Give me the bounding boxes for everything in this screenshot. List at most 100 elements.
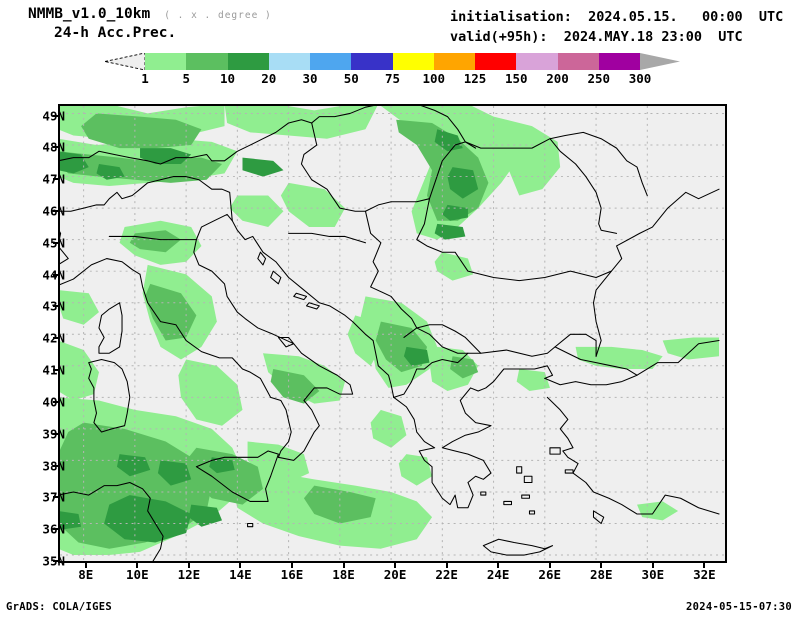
legend-label-100: 100 [422, 71, 446, 86]
footer-producer: GrADS: COLA/IGES [6, 601, 112, 613]
legend-label-1: 1 [141, 71, 149, 86]
legend-cell-100 [433, 53, 475, 70]
y-axis-tick [53, 273, 58, 276]
grid-resolution-note: ( . x . degree ) [164, 10, 272, 21]
precip-band-5 [81, 113, 202, 149]
legend-cell-1 [145, 53, 187, 70]
x-axis-tick [703, 563, 706, 568]
field-name: 24-h Acc.Prec. [54, 25, 177, 41]
legend-cell-30 [310, 53, 352, 70]
precip-band-1 [229, 195, 284, 228]
x-axis-tick [187, 563, 190, 568]
x-axis-tick [600, 563, 603, 568]
colorbar-legend: 1 5 10 20 30 50 75 100 125 150 200 250 300 [105, 53, 695, 87]
precip-band-10 [242, 157, 284, 177]
x-axis-label-24E: 24E [486, 567, 510, 582]
legend-label-150: 150 [504, 71, 528, 86]
legend-label-10: 10 [219, 71, 236, 86]
precip-band-5 [450, 356, 479, 379]
y-axis-tick [53, 146, 58, 149]
precip-band-10 [434, 129, 463, 152]
y-axis-tick [53, 528, 58, 531]
precip-band-1 [178, 359, 243, 426]
precip-band-10 [96, 163, 125, 180]
precip-band-1 [60, 290, 99, 325]
y-axis-tick [53, 305, 58, 308]
precip-band-5 [186, 447, 263, 505]
legend-overflow-arrow [640, 53, 680, 70]
x-axis-label-20E: 20E [383, 567, 407, 582]
x-axis-tick [394, 563, 397, 568]
precip-band-1 [60, 341, 99, 401]
legend-label-50: 50 [343, 71, 359, 86]
x-axis-label-22E: 22E [435, 567, 458, 582]
precip-band-5 [145, 283, 197, 341]
x-axis-label-12E: 12E [177, 567, 201, 582]
valid-time: valid(+95h): 2024.MAY.18 23:00 UTC [450, 29, 743, 45]
footer-timestamp: 2024-05-15-07:30 [686, 601, 792, 613]
y-axis-tick [53, 210, 58, 212]
x-axis-tick [290, 563, 293, 568]
y-axis-tick [53, 241, 58, 244]
precip-band-1 [347, 315, 381, 366]
legend-label-125: 125 [463, 71, 487, 86]
map-plot-area[interactable] [58, 104, 727, 563]
precip-band-10 [447, 167, 479, 199]
precip-band-1 [247, 441, 310, 483]
x-axis-label-18E: 18E [332, 567, 355, 582]
y-axis-tick [53, 337, 58, 340]
legend-cell-75 [392, 53, 434, 70]
precip-band-1 [224, 106, 378, 139]
x-axis-label-32E: 32E [693, 567, 716, 582]
legend-cell-250 [598, 53, 640, 70]
precip-band-1 [398, 454, 433, 486]
x-axis-label-26E: 26E [538, 567, 562, 582]
legend-cell-125 [475, 53, 517, 70]
precip-band-1 [434, 252, 474, 281]
precip-band-10 [403, 346, 430, 366]
legend-label-20: 20 [261, 71, 277, 86]
x-axis-tick [342, 563, 345, 568]
precip-band-10 [434, 223, 466, 240]
x-axis-tick [239, 563, 242, 568]
x-axis-label-16E: 16E [280, 567, 304, 582]
x-axis-tick [497, 563, 500, 568]
precip-band-5 [129, 230, 181, 253]
x-axis-label-10E: 10E [126, 567, 149, 582]
lat-lon-gridlines [60, 106, 725, 561]
model-name: NMMB_v1.0_10km [28, 6, 151, 22]
y-axis-tick [53, 464, 58, 467]
header-right: initialisation: 2024.05.15. 00:00 UTC va… [450, 7, 783, 47]
y-axis-tick [53, 432, 58, 435]
precip-band-10 [188, 504, 223, 527]
legend-tick-labels: 1 5 10 20 30 50 75 100 125 150 200 250 300 [105, 71, 695, 87]
legend-label-300: 300 [628, 71, 652, 86]
legend-label-200: 200 [546, 71, 569, 86]
x-axis-tick [548, 563, 551, 568]
legend-cell-5 [186, 53, 228, 70]
initialisation-time: initialisation: 2024.05.15. 00:00 UTC [450, 9, 784, 25]
precip-band-10 [104, 495, 192, 543]
x-axis-label-30E: 30E [641, 567, 665, 582]
precip-band-10 [157, 460, 192, 486]
precipitation-map[interactable] [60, 106, 725, 561]
precip-band-5 [270, 368, 320, 404]
precipitation-shading [60, 106, 720, 556]
x-axis-tick [136, 563, 139, 568]
legend-cell-200 [557, 53, 599, 70]
x-axis-tick [651, 563, 654, 568]
coastlines-and-borders [60, 106, 720, 561]
y-axis-tick [53, 400, 58, 403]
y-axis-tick [53, 496, 58, 499]
legend-label-75: 75 [384, 71, 401, 86]
precip-band-10 [140, 148, 192, 164]
precip-band-1 [516, 368, 550, 391]
x-axis-tick [84, 563, 87, 568]
precip-band-10 [442, 204, 468, 221]
legend-label-30: 30 [302, 71, 318, 86]
precip-band-10 [209, 457, 235, 474]
y-axis-tick [53, 178, 58, 181]
x-axis-label-8E: 8E [78, 567, 94, 582]
legend-cell-50 [351, 53, 393, 70]
